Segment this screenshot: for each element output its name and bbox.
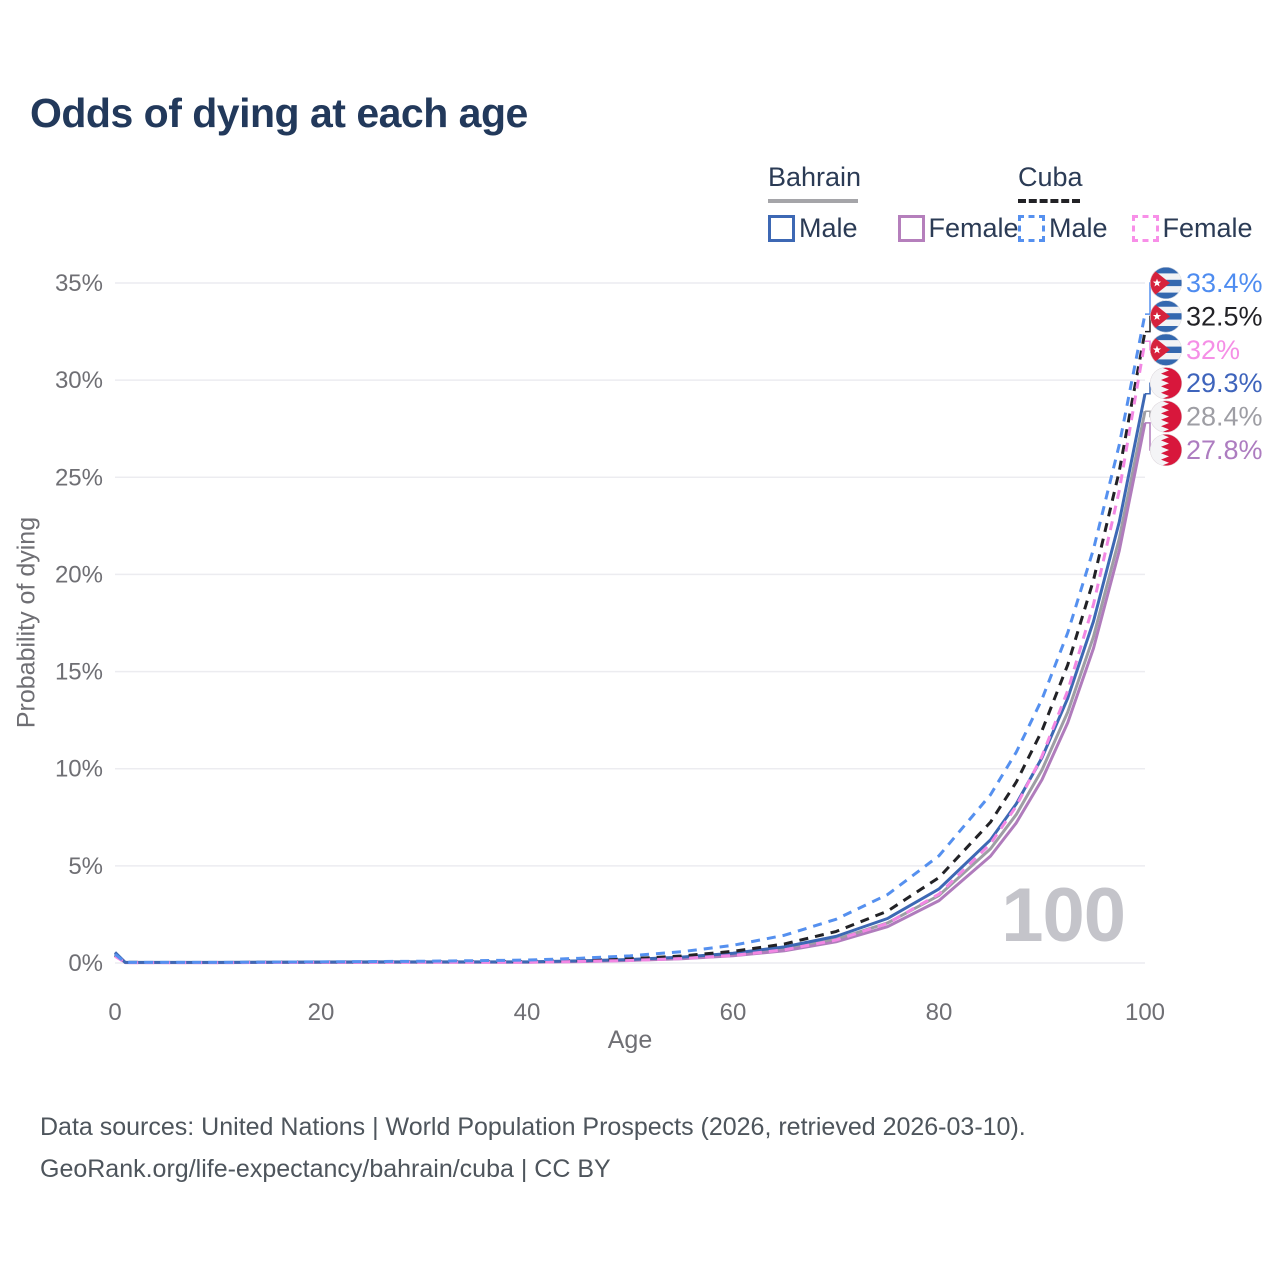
legend-cuba-female[interactable]: Female (1131, 213, 1253, 244)
bahrain-female-swatch-icon[interactable] (897, 215, 925, 242)
bahrain-flag-icon (1150, 400, 1182, 433)
y-tick-label: 10% (55, 756, 103, 783)
legend-bahrain-male-label[interactable]: Male (799, 213, 858, 243)
legend-bahrain-male[interactable]: Male (768, 213, 858, 244)
footer-data-sources: Data sources: United Nations | World Pop… (40, 1113, 1026, 1141)
x-tick-label: 60 (720, 999, 747, 1026)
series-line-cuba-all (114, 331, 1147, 965)
series-line-cuba-female (114, 341, 1147, 965)
legend-cuba-underline (1018, 199, 1080, 203)
footer: Data sources: United Nations | World Pop… (40, 1106, 1026, 1190)
cuba-flag-icon (1150, 333, 1182, 366)
cuba-male-swatch-icon[interactable] (1018, 215, 1045, 242)
page-title: Odds of dying at each age (30, 90, 528, 136)
bahrain-flag-icon (1150, 367, 1182, 400)
x-tick-label: 20 (308, 999, 335, 1026)
legend-cuba-male[interactable]: Male (1018, 213, 1108, 244)
bahrain-flag-icon (1150, 434, 1182, 466)
series-end-label-bahrain-female: 27.8% (1186, 435, 1263, 465)
series-line-bahrain-male (113, 393, 1147, 964)
cuba-flag-icon (1150, 267, 1182, 299)
x-tick-label: 80 (926, 999, 953, 1026)
legend-bahrain-female-label[interactable]: Female (928, 213, 1019, 243)
bahrain-male-swatch-icon[interactable] (768, 215, 795, 242)
y-tick-label: 25% (55, 464, 103, 491)
series-line-bahrain-all (113, 410, 1147, 965)
legend-bahrain-underline (768, 199, 858, 203)
legend-bahrain-female[interactable]: Female (897, 213, 1019, 244)
series-end-label-bahrain-all: 28.4% (1186, 402, 1263, 432)
y-tick-label: 5% (68, 853, 103, 880)
x-tick-label: 40 (514, 999, 541, 1026)
y-tick-label: 15% (55, 659, 103, 686)
x-axis-title: Age (607, 1026, 653, 1054)
legend-bahrain-title: Bahrain (768, 162, 862, 192)
y-tick-label: 35% (55, 270, 103, 297)
y-tick-label: 30% (55, 367, 103, 394)
legend-cuba-male-label[interactable]: Male (1049, 213, 1108, 243)
legend-bahrain: Bahrain Male Female (768, 162, 1019, 244)
series-end-label-cuba-female: 32% (1186, 335, 1240, 365)
y-tick-label: 20% (55, 561, 103, 588)
legend-cuba: Cuba Male Female (1018, 162, 1253, 244)
age-watermark: 100 (1001, 873, 1126, 958)
series-line-bahrain-female (114, 422, 1147, 965)
series-end-label-cuba-male: 33.4% (1186, 268, 1263, 298)
footer-attribution: GeoRank.org/life-expectancy/bahrain/cuba… (40, 1155, 611, 1183)
legend-cuba-female-label[interactable]: Female (1162, 213, 1253, 243)
series-end-label-bahrain-male: 29.3% (1186, 368, 1263, 398)
legend-cuba-title: Cuba (1018, 162, 1083, 192)
x-tick-label: 100 (1125, 999, 1165, 1026)
cuba-flag-icon (1150, 300, 1182, 333)
y-tick-label: 0% (68, 950, 103, 977)
series-line-cuba-male (114, 313, 1147, 964)
cuba-female-swatch-icon[interactable] (1131, 215, 1159, 242)
series-end-label-cuba-all: 32.5% (1186, 301, 1263, 331)
x-tick-label: 0 (108, 999, 121, 1026)
